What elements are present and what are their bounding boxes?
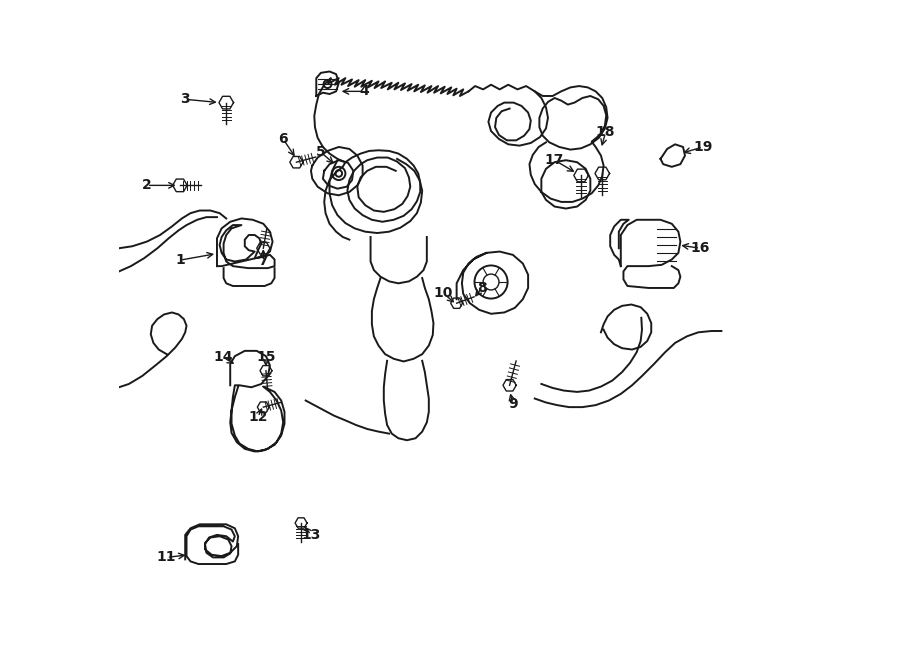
Text: 6: 6 <box>278 132 288 146</box>
Text: 19: 19 <box>693 140 713 154</box>
Text: 2: 2 <box>142 178 152 193</box>
Text: 14: 14 <box>214 350 233 365</box>
Text: 4: 4 <box>359 84 369 99</box>
Text: 1: 1 <box>175 253 184 267</box>
Text: 8: 8 <box>477 281 487 295</box>
Text: 9: 9 <box>508 397 518 411</box>
Text: 12: 12 <box>248 410 268 424</box>
Text: 16: 16 <box>690 241 710 256</box>
Text: 5: 5 <box>316 145 326 160</box>
Text: 15: 15 <box>256 350 275 365</box>
Text: 13: 13 <box>302 528 320 542</box>
Text: 7: 7 <box>258 254 268 269</box>
Text: 18: 18 <box>596 125 616 140</box>
Text: 11: 11 <box>157 550 176 565</box>
Text: 10: 10 <box>434 286 453 301</box>
Text: 17: 17 <box>544 153 564 167</box>
Text: 3: 3 <box>180 92 190 107</box>
